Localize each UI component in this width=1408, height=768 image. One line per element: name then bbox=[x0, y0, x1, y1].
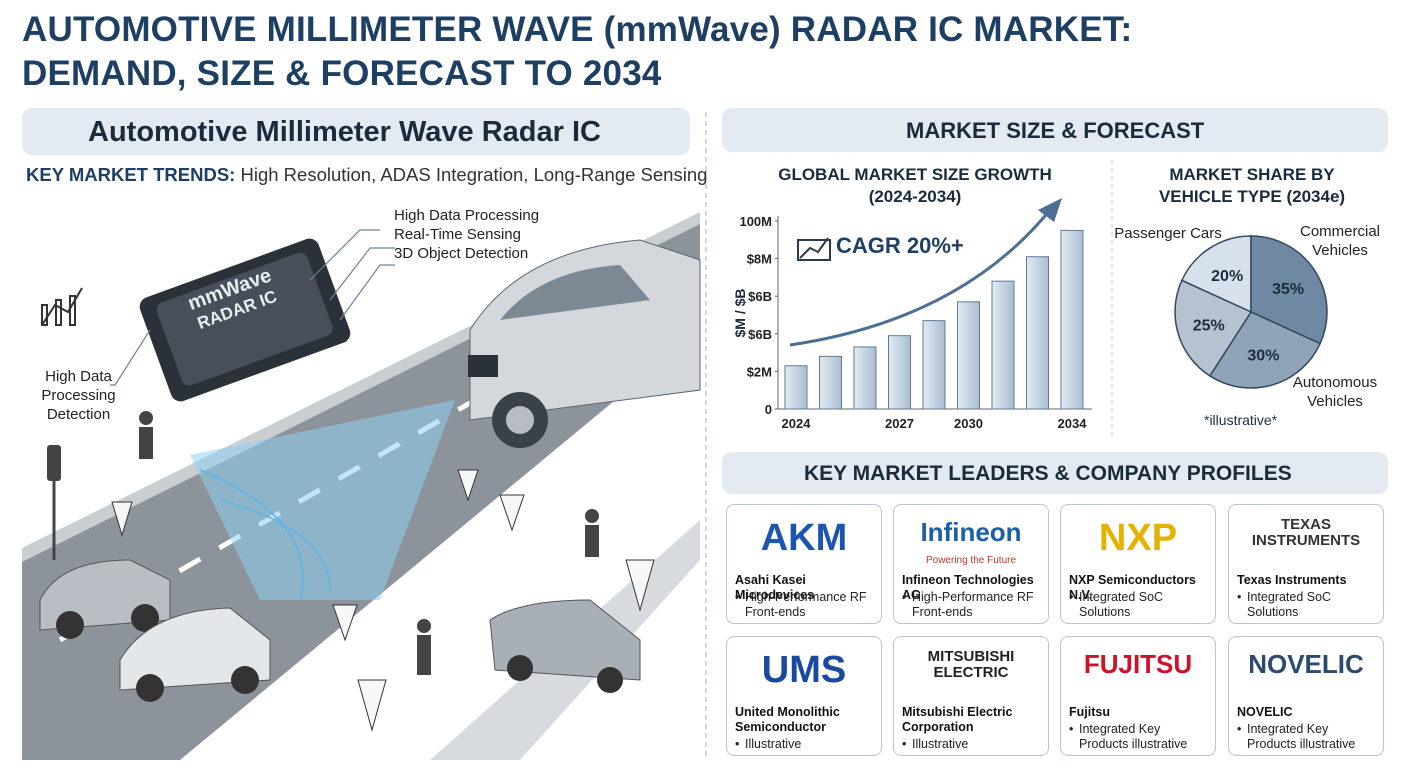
bar bbox=[784, 365, 808, 410]
y-tick-label: $2M bbox=[747, 364, 772, 379]
y-tick-label: 100M bbox=[739, 214, 772, 229]
company-card: NOVELIC NOVELIC Integrated Key Products il… bbox=[1228, 636, 1384, 756]
company-logo: AKM bbox=[760, 517, 848, 559]
company-note: High-Performance RF Front-ends bbox=[735, 590, 877, 620]
annotation: CAGR 20%+ bbox=[836, 233, 964, 258]
company-note: Integrated Key Products illustrative bbox=[1069, 722, 1211, 752]
page-title: AUTOMOTIVE MILLIMETER WAVE (mmWave) RADA… bbox=[22, 8, 1132, 96]
bar bbox=[819, 355, 842, 410]
company-name: United Monolithic Semiconductor bbox=[735, 705, 840, 734]
callout: High Data Processing bbox=[394, 207, 540, 224]
callout: High Data Processing Detection bbox=[41, 368, 116, 423]
section-header: MARKET SIZE & FORECAST bbox=[722, 108, 1388, 152]
value-label: 35% bbox=[1272, 281, 1304, 298]
value-label: 30% bbox=[1247, 347, 1279, 364]
company-note: Illustrative bbox=[902, 737, 1044, 752]
company-note: Illustrative bbox=[735, 737, 877, 752]
title-line: DEMAND, SIZE & FORECAST TO 2034 bbox=[22, 54, 662, 93]
y-axis-label: $M / $B bbox=[732, 288, 748, 338]
section-header: Automotive Millimeter Wave Radar IC bbox=[22, 108, 690, 155]
bar bbox=[922, 320, 946, 410]
x-tick-label: 2030 bbox=[954, 416, 983, 431]
heading: KEY MARKET LEADERS & COMPANY PROFILES bbox=[804, 462, 1292, 485]
company-tagline: Powering the Future bbox=[925, 555, 1017, 566]
pie-slice bbox=[1174, 279, 1253, 377]
company-card: Infineon Powering the Future Infineon Tech… bbox=[893, 504, 1049, 624]
bar bbox=[991, 280, 1015, 410]
pie-slice bbox=[1180, 235, 1252, 314]
company-logo: MITSUBISHI ELECTRIC bbox=[927, 648, 1015, 681]
heading: Automotive Millimeter Wave Radar IC bbox=[88, 116, 601, 148]
chart-title: MARKET SHARE BY VEHICLE TYPE (2034e) bbox=[1158, 165, 1346, 206]
trends-label: KEY MARKET TRENDS: bbox=[26, 164, 236, 185]
bar bbox=[888, 335, 911, 410]
legend-label: Commercial Vehicles bbox=[1299, 223, 1380, 259]
bar bbox=[1060, 229, 1084, 410]
bar bbox=[957, 301, 980, 410]
company-card: UMS United Monolithic Semiconductor Illust… bbox=[726, 636, 882, 756]
heading: MARKET SIZE & FORECAST bbox=[906, 118, 1205, 143]
company-card: TEXAS INSTRUMENTS Texas Instruments Integr… bbox=[1228, 504, 1384, 624]
illustration bbox=[22, 212, 702, 760]
company-logo: TEXAS INSTRUMENTS bbox=[1251, 516, 1361, 549]
company-note: Integrated SoC Solutions bbox=[1069, 590, 1211, 620]
company-note: Integrated SoC Solutions bbox=[1237, 590, 1379, 620]
company-name: NOVELIC bbox=[1237, 705, 1293, 719]
bar bbox=[1026, 256, 1049, 410]
company-card: MITSUBISHI ELECTRIC Mitsubishi Electric C… bbox=[893, 636, 1049, 756]
x-tick-label: 2027 bbox=[885, 416, 914, 431]
company-note: High-Performance RF Front-ends bbox=[902, 590, 1044, 620]
value-label: 25% bbox=[1193, 317, 1225, 334]
chart-title: GLOBAL MARKET SIZE GROWTH (2024-2034) bbox=[778, 165, 1052, 206]
company-logo: FUJITSU bbox=[1083, 649, 1193, 679]
company-logo: NXP bbox=[1098, 517, 1178, 559]
company-name: Fujitsu bbox=[1069, 705, 1110, 719]
pie-slice bbox=[1250, 235, 1328, 345]
trends: KEY MARKET TRENDS: High Resolution, ADAS… bbox=[26, 164, 707, 186]
pie-slice bbox=[1208, 311, 1322, 389]
company-note: Integrated Key Products illustrative bbox=[1237, 722, 1379, 752]
company-name: Mitsubishi Electric Corporation bbox=[902, 705, 1013, 734]
bar bbox=[853, 346, 877, 410]
company-logo: Infineon bbox=[920, 517, 1022, 547]
section-header: KEY MARKET LEADERS & COMPANY PROFILES bbox=[722, 452, 1388, 494]
callout: 3D Object Detection bbox=[394, 245, 529, 262]
title-line: AUTOMOTIVE MILLIMETER WAVE (mmWave) RADA… bbox=[22, 10, 1133, 49]
x-tick-label: 2024 bbox=[782, 416, 812, 431]
y-tick-label: $6B bbox=[748, 289, 772, 304]
company-name: Texas Instruments bbox=[1237, 573, 1347, 587]
company-card: FUJITSU Fujitsu Integrated Key Products il… bbox=[1060, 636, 1216, 756]
note: *illustrative* bbox=[1204, 412, 1278, 428]
legend-label: Passenger Cars bbox=[1114, 225, 1222, 242]
growth-arrow bbox=[789, 209, 1052, 347]
y-tick-label: 0 bbox=[765, 402, 772, 417]
trends-text: High Resolution, ADAS Integration, Long-… bbox=[240, 164, 708, 185]
y-tick-label: $8M bbox=[747, 252, 772, 267]
legend-label: Autonomous Vehicles bbox=[1292, 374, 1378, 410]
company-logo: UMS bbox=[761, 649, 847, 691]
x-tick-label: 2034 bbox=[1058, 416, 1088, 431]
value-label: 20% bbox=[1211, 268, 1243, 285]
growth-arrow-head bbox=[1038, 198, 1062, 222]
y-tick-label: $6B bbox=[748, 327, 772, 342]
callout: Real-Time Sensing bbox=[394, 226, 521, 243]
company-logo: NOVELIC bbox=[1248, 649, 1364, 679]
